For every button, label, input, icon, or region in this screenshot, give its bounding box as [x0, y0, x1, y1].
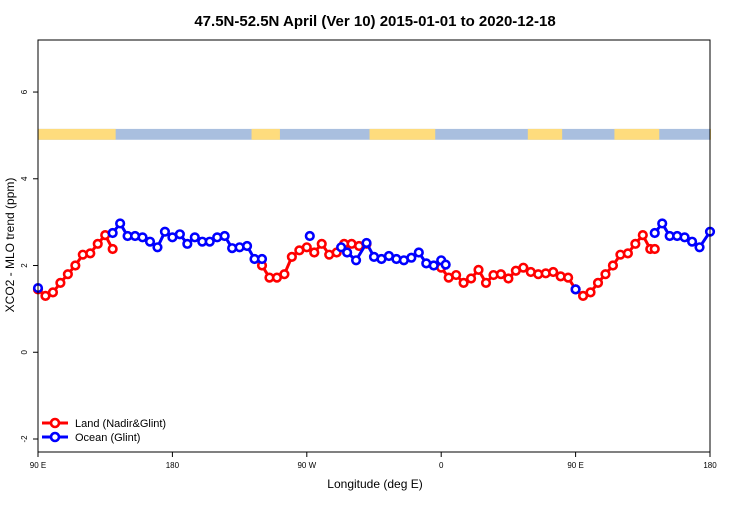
- data-point: [107, 227, 118, 239]
- data-point: [548, 266, 559, 278]
- data-point: [174, 229, 185, 240]
- legend-label: Ocean (Glint): [75, 432, 140, 444]
- data-point: [70, 260, 81, 271]
- y-tick-label: 6: [20, 89, 29, 94]
- data-point: [304, 230, 315, 242]
- data-point: [144, 236, 156, 247]
- legend: Land (Nadir&Glint) Ocean (Glint): [42, 417, 166, 444]
- data-point: [279, 269, 290, 280]
- chart-title: 47.5N-52.5N April (Ver 10) 2015-01-01 to…: [194, 13, 555, 30]
- data-point: [679, 232, 690, 243]
- data-point: [458, 277, 469, 288]
- data-point: [342, 247, 353, 258]
- data-point: [657, 218, 668, 229]
- data-point: [649, 243, 660, 255]
- y-tick-label: 4: [20, 176, 29, 181]
- x-tick-label: 180: [166, 461, 180, 470]
- data-point: [428, 260, 439, 271]
- data-point: [301, 242, 312, 253]
- data-point: [350, 255, 362, 266]
- land-band-segment: [38, 128, 116, 140]
- data-point: [518, 262, 529, 273]
- x-tick-label: 90 E: [567, 461, 583, 470]
- data-point: [622, 248, 633, 259]
- data-point: [189, 232, 200, 243]
- x-tick-label: 90 W: [297, 461, 316, 470]
- data-point: [159, 226, 171, 237]
- data-point: [182, 238, 193, 249]
- data-point: [92, 238, 103, 249]
- data-point: [115, 218, 126, 229]
- y-tick-label: 2: [20, 263, 29, 268]
- data-point: [107, 243, 118, 255]
- data-point: [406, 252, 417, 263]
- data-point: [570, 284, 581, 295]
- data-point: [309, 247, 320, 258]
- land-band-segment: [614, 128, 660, 140]
- data-point: [465, 273, 477, 284]
- legend-marker: [49, 431, 61, 443]
- data-point: [607, 260, 619, 271]
- y-tick-label: -2: [20, 435, 29, 443]
- data-point: [85, 248, 96, 259]
- data-point: [649, 227, 660, 239]
- data-point: [336, 242, 347, 253]
- data-point: [473, 264, 484, 275]
- y-tick-label: 0: [20, 349, 29, 354]
- data-point: [256, 253, 268, 265]
- data-point: [316, 238, 327, 249]
- x-tick-label: 180: [703, 461, 717, 470]
- data-point: [361, 237, 372, 249]
- y-axis-label: XCO2 - MLO trend (ppm): [3, 178, 17, 313]
- data-point: [503, 273, 514, 284]
- surface-band: [38, 128, 711, 140]
- data-point: [204, 236, 215, 247]
- series: [32, 218, 716, 301]
- data-point: [585, 287, 596, 298]
- data-point: [286, 251, 297, 262]
- series-1: [32, 218, 716, 295]
- data-point: [480, 277, 492, 288]
- data-point: [495, 269, 507, 280]
- plot-frame: [37, 39, 711, 453]
- data-point: [62, 269, 73, 280]
- data-point: [451, 269, 462, 281]
- data-point: [413, 247, 424, 258]
- data-point: [600, 269, 611, 280]
- legend-marker: [49, 417, 61, 429]
- data-point: [241, 240, 253, 252]
- x-tick-label: 0: [439, 461, 444, 470]
- data-point: [686, 236, 698, 247]
- legend-label: Land (Nadir&Glint): [75, 418, 166, 430]
- data-point: [592, 277, 604, 288]
- data-point: [55, 277, 66, 288]
- land-band-segment: [527, 128, 563, 140]
- land-band-segment: [251, 128, 280, 140]
- data-point: [637, 230, 648, 241]
- data-point: [563, 272, 574, 283]
- data-point: [440, 259, 451, 270]
- series-0: [32, 230, 660, 301]
- data-point: [630, 238, 641, 249]
- data-point: [694, 242, 705, 253]
- axes: 90 E 180 90 W 0 90 E 180 -2 0 2 4 6: [20, 89, 717, 470]
- land-band-segment: [369, 128, 436, 140]
- x-tick-label: 90 E: [30, 461, 46, 470]
- data-point: [47, 287, 59, 298]
- data-point: [219, 230, 230, 242]
- data-point: [152, 242, 163, 253]
- data-point: [137, 232, 148, 243]
- x-axis-label: Longitude (deg E): [327, 477, 422, 491]
